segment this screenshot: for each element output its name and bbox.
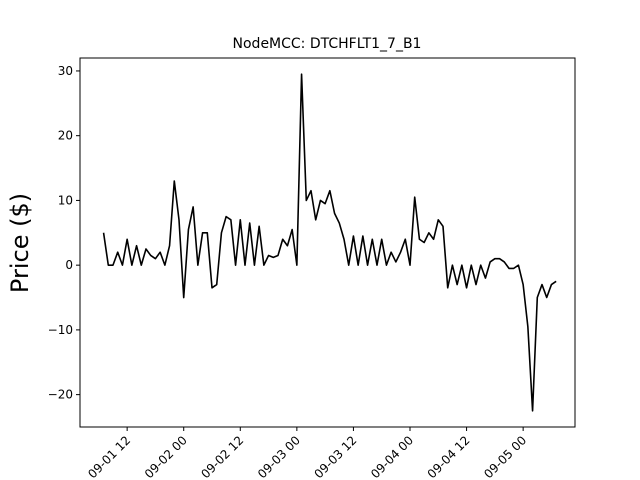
chart-title: NodeMCC: DTCHFLT1_7_B1 [233,36,422,52]
plot-frame [79,57,576,428]
x-tick-label: 09-04 12 [425,433,473,480]
y-tick-label: 0 [65,258,73,272]
x-tick-label: 09-02 00 [142,433,190,480]
y-tick-label: 20 [58,129,73,143]
y-axis-label: Price ($) [6,193,34,293]
x-tick-label: 09-01 12 [85,433,133,480]
y-tick-label: 10 [58,193,73,207]
price-line [102,73,557,412]
x-tick-label: 09-03 00 [255,433,303,480]
x-tick-label: 09-02 12 [198,433,246,480]
y-tick-label: −10 [48,323,73,337]
x-tick-label: 09-04 00 [368,433,416,480]
x-tick-label: 09-05 00 [481,433,529,480]
x-tick-label: 09-03 12 [311,433,359,480]
y-tick-label: −20 [48,388,73,402]
y-tick-label: 30 [58,64,73,78]
